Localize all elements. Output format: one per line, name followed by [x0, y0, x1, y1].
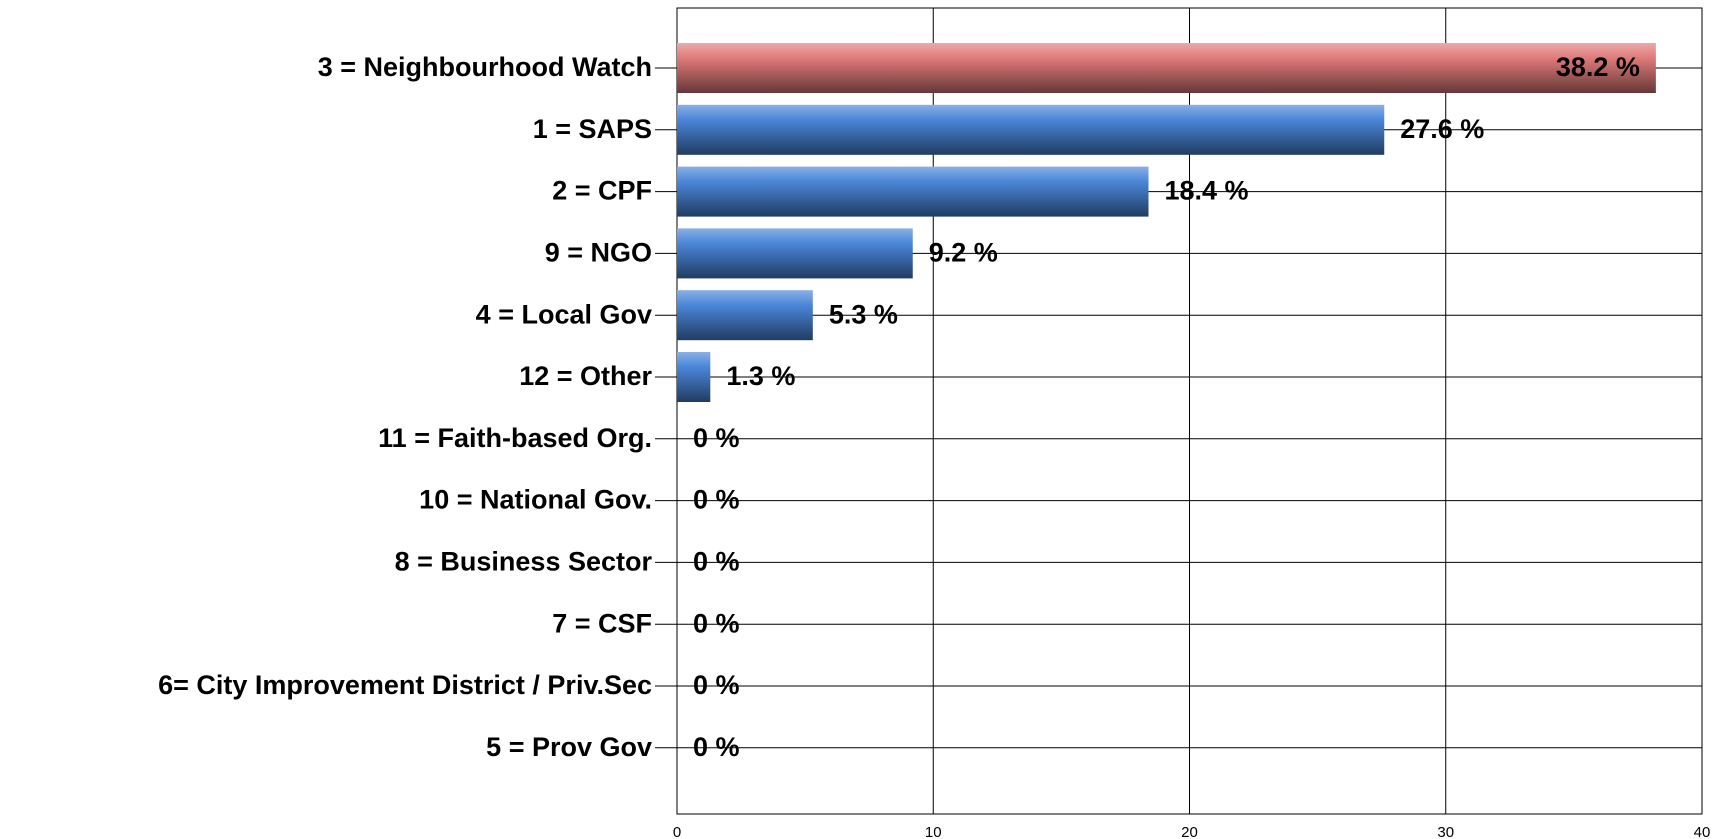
- data-label: 0 %: [693, 608, 740, 638]
- x-tick-label: 20: [1181, 824, 1198, 839]
- x-tick-label: 40: [1694, 824, 1711, 839]
- category-label: 2 = CPF: [552, 176, 652, 206]
- data-label: 0 %: [693, 423, 740, 453]
- x-tick-label: 30: [1437, 824, 1454, 839]
- data-label: 5.3 %: [829, 299, 898, 329]
- bar: [677, 43, 1656, 93]
- category-label: 5 = Prov Gov: [486, 732, 652, 762]
- category-label: 12 = Other: [519, 361, 652, 391]
- category-label: 7 = CSF: [552, 608, 652, 638]
- data-label: 18.4 %: [1165, 176, 1249, 206]
- data-label: 1.3 %: [726, 361, 795, 391]
- x-tick-label: 0: [673, 824, 681, 839]
- data-label: 0 %: [693, 485, 740, 515]
- bar: [677, 228, 913, 279]
- data-label: 38.2 %: [1556, 52, 1640, 82]
- data-label: 0 %: [693, 732, 740, 762]
- bar: [677, 290, 813, 341]
- bar: [677, 166, 1149, 217]
- category-label: 10 = National Gov.: [419, 485, 652, 515]
- data-label: 27.6 %: [1400, 114, 1484, 144]
- category-label: 4 = Local Gov: [476, 299, 652, 329]
- category-label: 6= City Improvement District / Priv.Sec: [158, 670, 652, 700]
- data-label: 0 %: [693, 670, 740, 700]
- category-label: 3 = Neighbourhood Watch: [318, 52, 652, 82]
- data-label: 9.2 %: [929, 238, 998, 268]
- bar: [677, 352, 711, 402]
- category-label: 11 = Faith-based Org.: [378, 423, 652, 453]
- bar: [677, 104, 1385, 155]
- x-tick-label: 10: [925, 824, 942, 839]
- category-label: 9 = NGO: [545, 238, 652, 268]
- data-label: 0 %: [693, 547, 740, 577]
- category-label: 8 = Business Sector: [395, 547, 653, 577]
- category-label: 1 = SAPS: [533, 114, 652, 144]
